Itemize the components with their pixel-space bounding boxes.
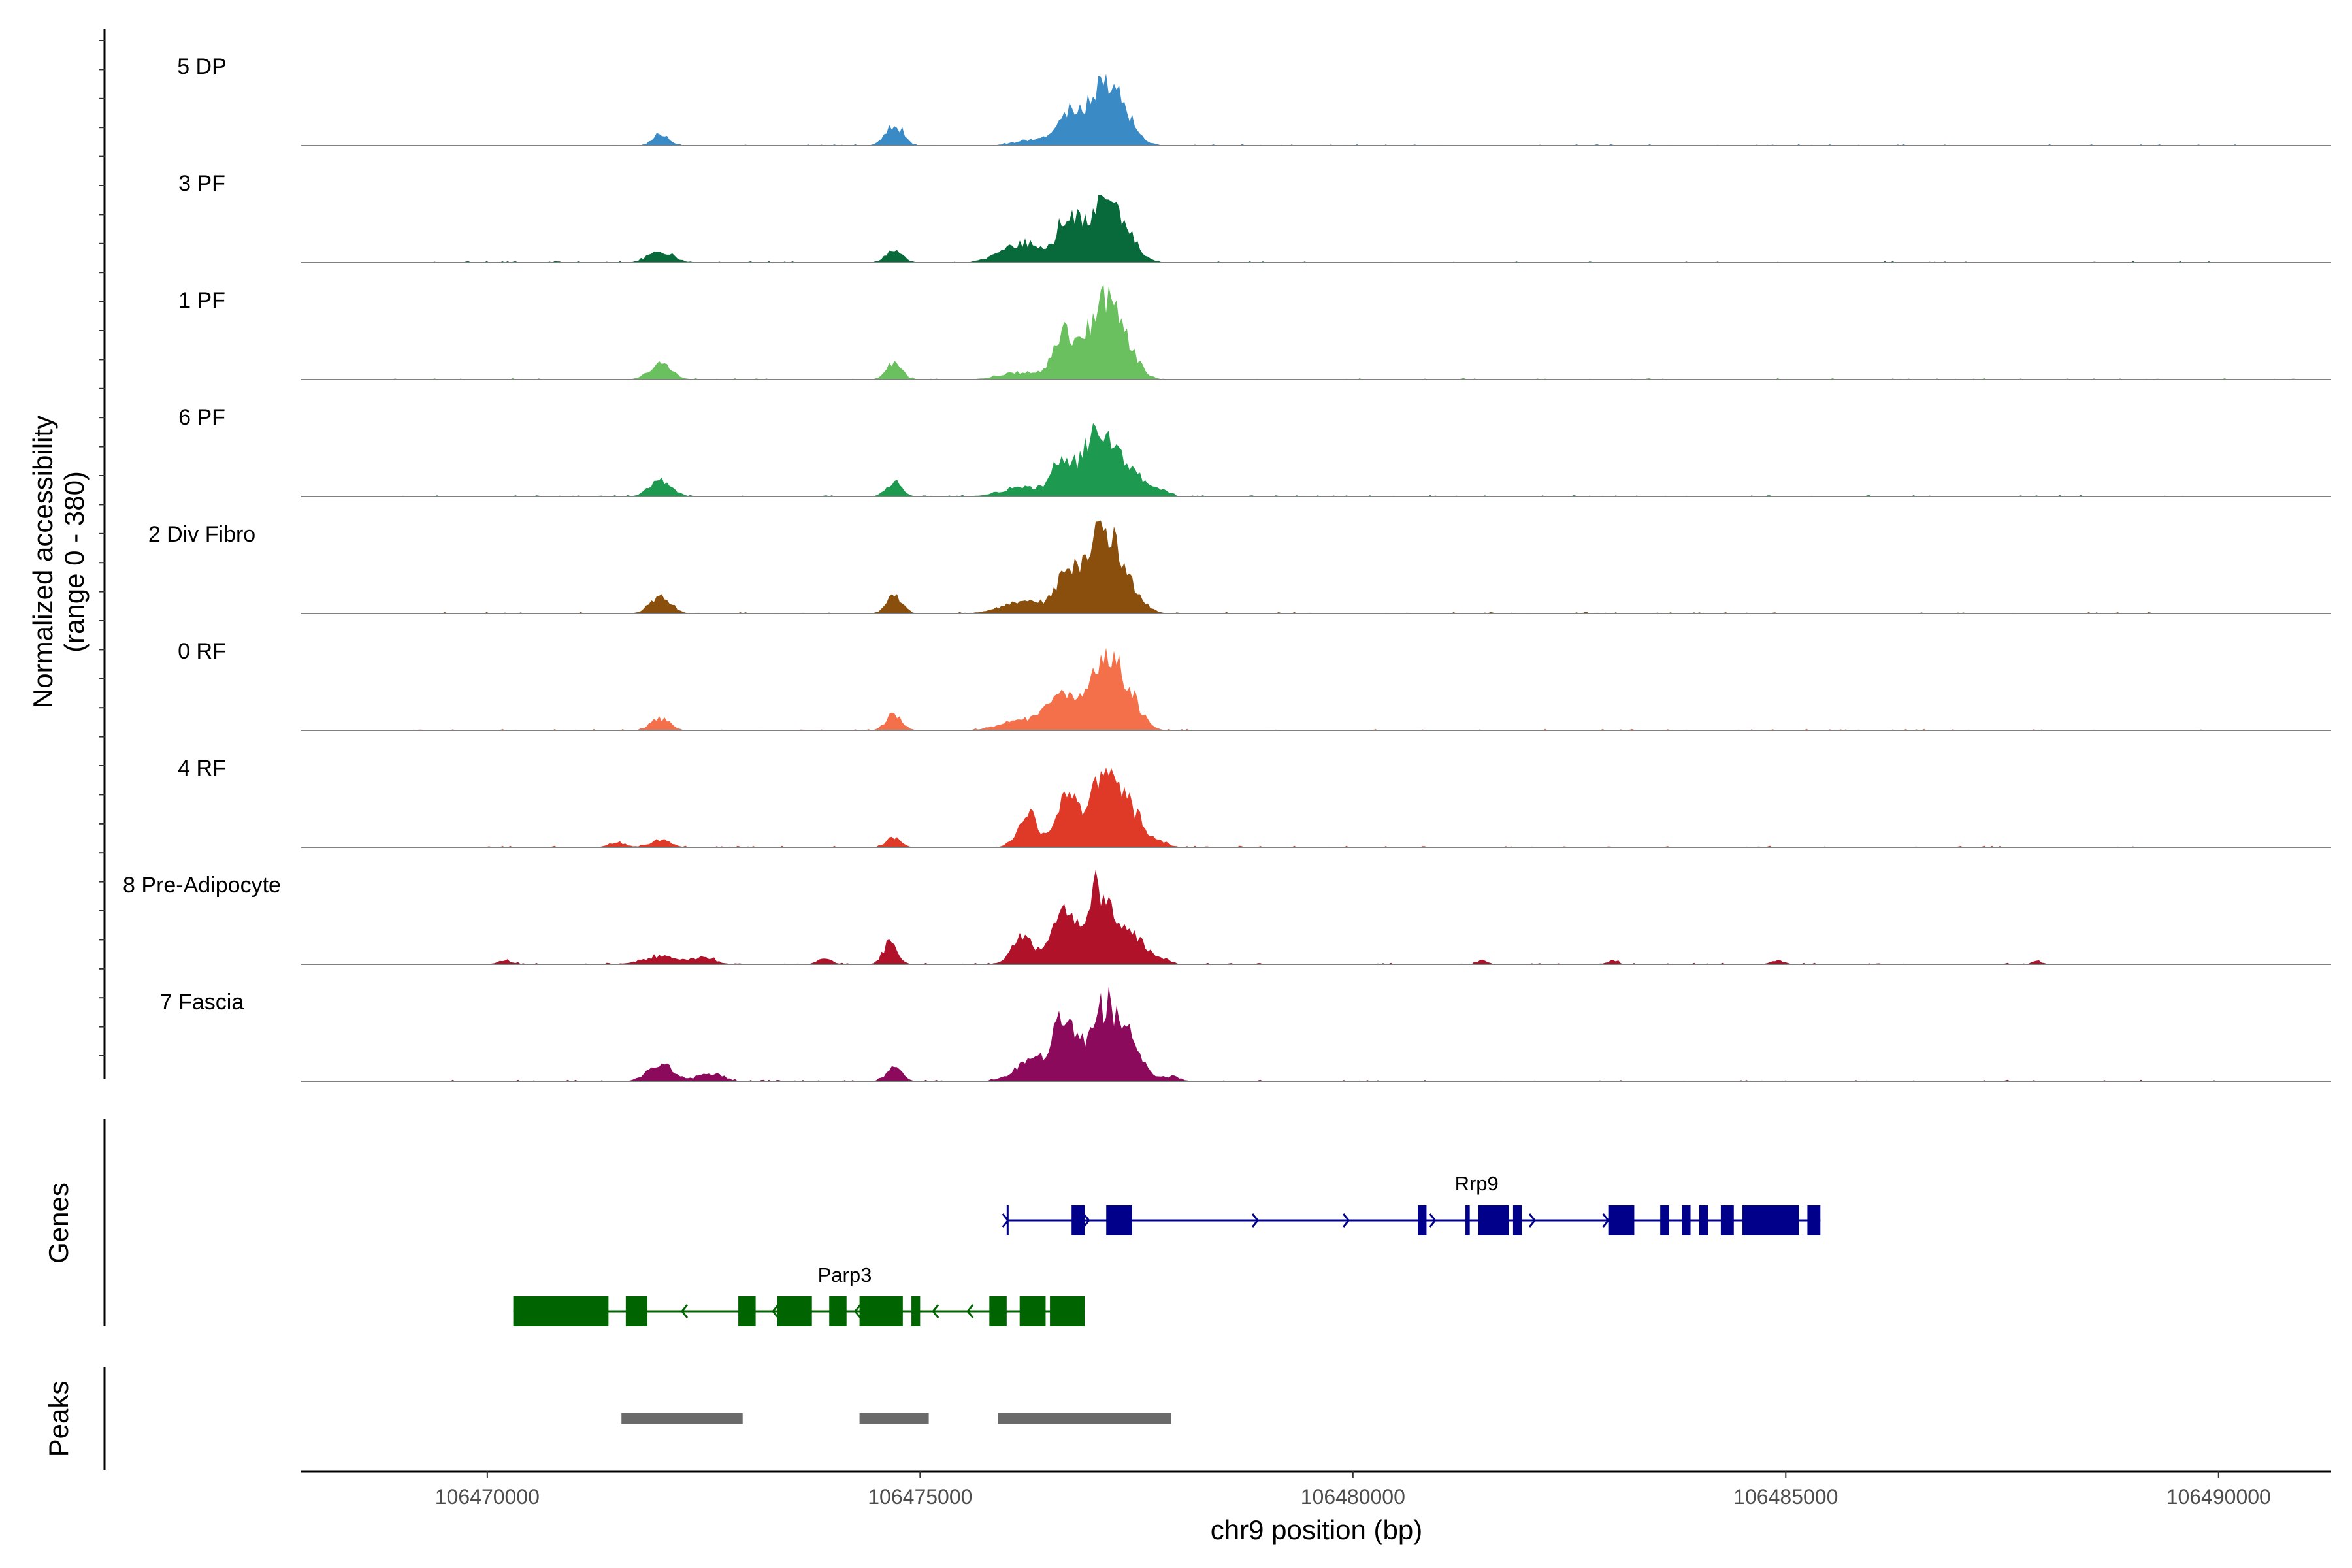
coverage-panel: 5 DP 3 PF 1 PF 6 PF 2 Div Fibro 0 RF 4 RF 8 Pre… — [27, 29, 2331, 1082]
track-2-div-fibro: 2 Div Fibro — [148, 520, 2331, 614]
genes-side-label: Genes — [43, 1183, 74, 1264]
genes-panel: Genes Rrp9 Parp3 — [43, 1119, 1821, 1326]
track-label-2-div-fibro: 2 Div Fibro — [148, 522, 255, 547]
gene-exon — [1742, 1205, 1799, 1235]
strand-arrow — [681, 1304, 689, 1318]
peaks-side-label: Peaks — [43, 1381, 74, 1458]
strand-arrow — [854, 1304, 862, 1318]
gene-exon — [859, 1296, 903, 1326]
track-7-fascia: 7 Fascia — [160, 986, 2331, 1082]
strand-arrow — [1602, 1213, 1610, 1228]
track-label-3-pf: 3 PF — [178, 171, 225, 196]
gene-exon — [738, 1296, 756, 1326]
gene-exon — [1478, 1205, 1509, 1235]
strand-arrow — [772, 1304, 779, 1318]
track-6-pf: 6 PF — [178, 405, 2331, 497]
track-8-pre-adipocyte: 8 Pre-Adipocyte — [123, 869, 2331, 965]
peak-region — [859, 1413, 929, 1424]
strand-arrow — [1083, 1213, 1090, 1228]
gene-exon — [625, 1296, 647, 1326]
strand-arrow — [966, 1304, 974, 1318]
gene-exon — [1512, 1205, 1522, 1235]
gene-exon — [989, 1296, 1007, 1326]
gene-exon — [911, 1296, 921, 1326]
gene-exon — [1050, 1296, 1085, 1326]
track-0-rf: 0 RF — [178, 639, 2331, 731]
track-label-6-pf: 6 PF — [178, 405, 225, 430]
gene-rrp9: Rrp9 — [1002, 1172, 1821, 1235]
gene-exon — [829, 1296, 847, 1326]
gene-models: Rrp9 Parp3 — [513, 1172, 1821, 1326]
peak-region — [998, 1413, 1171, 1424]
strand-arrow — [1528, 1213, 1536, 1228]
x-axis-ticks: 106470000 106475000 106480000 106485000 1064… — [435, 1471, 2271, 1509]
gene-exon — [1019, 1296, 1046, 1326]
x-tick-label: 106470000 — [435, 1485, 540, 1509]
strand-arrow — [1002, 1213, 1009, 1228]
track-4-rf: 4 RF — [178, 756, 2331, 848]
strand-arrow — [1251, 1213, 1259, 1228]
strand-arrow — [932, 1304, 939, 1318]
gene-exon — [513, 1296, 609, 1326]
gene-exon — [1465, 1205, 1470, 1235]
track-label-7-fascia: 7 Fascia — [160, 990, 244, 1015]
peak-region — [621, 1413, 743, 1424]
track-label-1-pf: 1 PF — [178, 288, 225, 313]
coverage-y-ticks — [99, 40, 105, 1056]
gene-exon — [1720, 1205, 1734, 1235]
strand-arrow — [1343, 1213, 1350, 1228]
gene-label-parp3: Parp3 — [818, 1264, 872, 1286]
gene-exon — [1418, 1205, 1427, 1235]
x-axis-title: chr9 position (bp) — [1211, 1514, 1423, 1545]
track-label-8-pre-adipocyte: 8 Pre-Adipocyte — [123, 873, 281, 898]
peaks-panel: Peaks — [43, 1367, 1171, 1470]
track-label-0-rf: 0 RF — [178, 639, 226, 664]
x-axis: 106470000 106475000 106480000 106485000 1064… — [301, 1470, 2331, 1545]
track-1-pf: 1 PF — [178, 284, 2331, 380]
x-tick-label: 106475000 — [868, 1485, 972, 1509]
gene-parp3: Parp3 — [513, 1264, 1085, 1326]
track-5-dp: 5 DP — [177, 54, 2331, 146]
y-axis-range: (range 0 - 380) — [59, 471, 90, 653]
gene-exon — [1106, 1205, 1132, 1235]
gene-exon — [1071, 1205, 1085, 1235]
gene-exon — [777, 1296, 812, 1326]
gene-exon — [1608, 1205, 1635, 1235]
y-axis-title: Normalized accessibility — [27, 416, 58, 708]
peak-regions — [621, 1413, 1171, 1424]
gene-label-rrp9: Rrp9 — [1455, 1172, 1499, 1195]
gene-exon — [1660, 1205, 1669, 1235]
x-tick-label: 106480000 — [1301, 1485, 1405, 1509]
track-label-4-rf: 4 RF — [178, 756, 226, 781]
track-3-pf: 3 PF — [178, 171, 2331, 263]
track-label-5-dp: 5 DP — [177, 54, 227, 79]
coverage-tracks: 5 DP 3 PF 1 PF 6 PF 2 Div Fibro 0 RF 4 RF 8 Pre… — [123, 54, 2331, 1082]
gene-exon — [1699, 1205, 1708, 1235]
x-tick-label: 106485000 — [1733, 1485, 1838, 1509]
gene-exon — [1807, 1205, 1821, 1235]
gene-exon — [1682, 1205, 1691, 1235]
x-tick-label: 106490000 — [2166, 1485, 2271, 1509]
strand-arrow — [1429, 1213, 1437, 1228]
